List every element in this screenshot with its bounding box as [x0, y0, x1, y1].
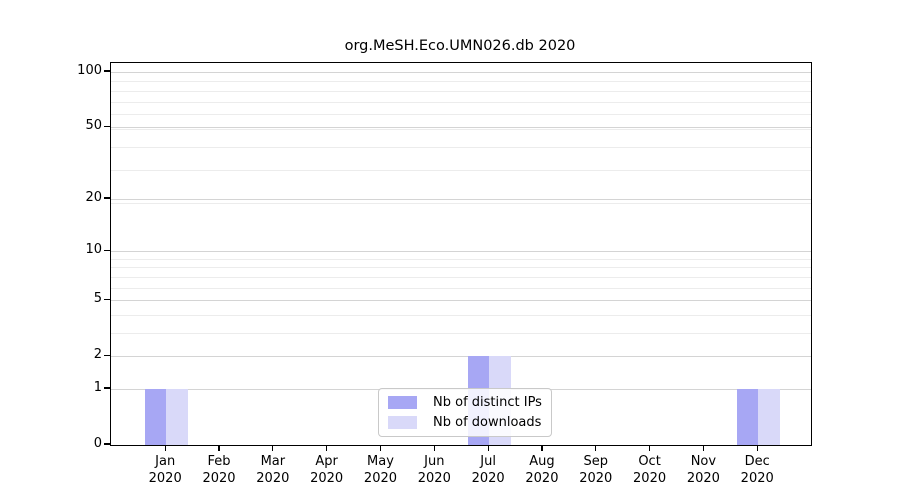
x-tick-mark: [326, 445, 328, 451]
x-tick-mark: [487, 445, 489, 451]
bar-distinct-ips: [144, 389, 167, 445]
legend-item-distinct-ips: Nb of distinct IPs: [388, 395, 542, 410]
x-tick-mark: [164, 445, 166, 451]
x-tick-mark: [702, 445, 704, 451]
gridline-major: [111, 251, 811, 253]
x-tick-mark: [433, 445, 435, 451]
y-axis-tick-label: 1: [93, 379, 102, 395]
x-axis-tick-label: Oct 2020: [633, 454, 667, 486]
x-tick-mark: [272, 445, 274, 451]
gridline-minor: [111, 332, 811, 334]
legend-item-downloads: Nb of downloads: [388, 415, 542, 430]
x-axis-tick-label: Dec 2020: [740, 454, 774, 486]
legend-swatch-downloads: [388, 416, 417, 429]
legend: Nb of distinct IPs Nb of downloads: [378, 388, 552, 437]
y-axis-tick-label: 5: [93, 291, 102, 307]
x-axis-tick-label: Jan 2020: [148, 454, 182, 486]
x-axis-tick-label: Jul 2020: [471, 454, 505, 486]
gridline-minor: [111, 81, 811, 83]
gridline-major: [111, 127, 811, 129]
plot-area: [110, 62, 812, 446]
gridline-minor: [111, 128, 811, 130]
chart-title: org.MeSH.Eco.UMN026.db 2020: [344, 38, 576, 54]
x-axis-tick-label: May 2020: [363, 454, 398, 486]
x-axis-tick-label: Sep 2020: [579, 454, 613, 486]
y-axis-tick-label: 10: [85, 242, 102, 258]
x-tick-mark: [541, 445, 543, 451]
bar-downloads: [758, 389, 780, 445]
legend-swatch-distinct-ips: [388, 396, 417, 409]
legend-label-distinct-ips: Nb of distinct IPs: [433, 395, 542, 410]
gridline-major: [111, 198, 811, 200]
gridline-minor: [111, 287, 811, 289]
bar-downloads: [166, 389, 188, 445]
legend-label-downloads: Nb of downloads: [433, 415, 542, 430]
y-axis-tick-label: 2: [93, 347, 102, 363]
gridline-minor: [111, 170, 811, 172]
gridline-minor: [111, 101, 811, 103]
gridline-minor: [111, 114, 811, 116]
y-axis-tick-label: 50: [85, 118, 102, 134]
x-tick-mark: [218, 445, 220, 451]
x-tick-mark: [379, 445, 382, 451]
y-axis-tick-label: 20: [85, 189, 102, 205]
gridline-major: [111, 356, 811, 358]
bar-distinct-ips: [736, 389, 759, 445]
x-tick-mark: [595, 445, 597, 451]
gridline-major: [111, 300, 811, 302]
y-tick-mark: [104, 443, 110, 445]
x-tick-mark: [756, 445, 758, 451]
x-axis-tick-label: Nov 2020: [686, 454, 720, 486]
x-axis-tick-label: Mar 2020: [256, 454, 290, 486]
x-axis-tick-label: Aug 2020: [525, 454, 559, 486]
y-tick-mark: [104, 387, 110, 389]
y-tick-mark: [104, 249, 110, 251]
y-tick-mark: [104, 70, 110, 72]
y-tick-mark: [104, 125, 110, 127]
x-tick-mark: [648, 445, 651, 451]
gridline-minor: [111, 202, 811, 204]
gridline-minor: [111, 258, 811, 260]
gridline-minor: [111, 146, 811, 148]
gridline-minor: [111, 276, 811, 278]
y-axis-tick-label: 0: [93, 436, 102, 451]
x-axis-tick-label: Jun 2020: [417, 454, 451, 486]
gridline-minor: [111, 90, 811, 92]
y-axis-tick-label: 100: [77, 63, 102, 79]
gridline-minor: [111, 267, 811, 269]
y-tick-mark: [104, 197, 110, 199]
y-tick-mark: [104, 298, 110, 300]
y-tick-mark: [104, 354, 110, 356]
gridline-major: [111, 72, 811, 74]
gridline-minor: [111, 314, 811, 316]
x-axis-tick-label: Feb 2020: [202, 454, 236, 486]
x-axis-tick-label: Apr 2020: [310, 454, 344, 486]
